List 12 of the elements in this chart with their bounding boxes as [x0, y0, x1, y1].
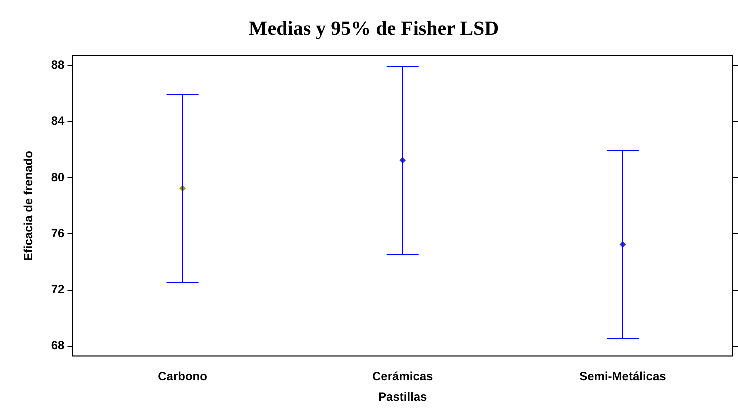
y-axis-title: Eficacia de frenado	[22, 151, 36, 262]
y-tick-label: 68	[51, 338, 66, 353]
x-tick-label: Cerámicas	[372, 370, 434, 384]
y-tick-label: 84	[51, 114, 66, 128]
y-tick-label: 76	[51, 226, 66, 240]
x-tick-label: Semi-Metálicas	[580, 370, 667, 384]
x-tick-label: Carbono	[158, 370, 208, 384]
x-axis-title: Pastillas	[378, 390, 428, 404]
y-tick-label: 72	[51, 282, 66, 297]
chart-title: Medias y 95% de Fisher LSD	[248, 18, 500, 40]
y-tick-label: 80	[51, 170, 66, 184]
y-tick-label: 88	[51, 58, 66, 72]
